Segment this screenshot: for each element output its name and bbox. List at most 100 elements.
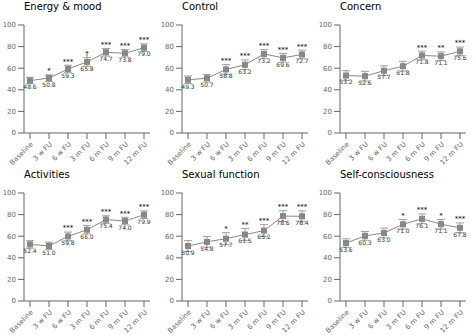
svg-text:0: 0 bbox=[170, 297, 174, 305]
svg-text:20: 20 bbox=[8, 108, 16, 116]
svg-text:79.9: 79.9 bbox=[137, 217, 151, 224]
svg-text:100: 100 bbox=[161, 21, 174, 29]
svg-text:72.7: 72.7 bbox=[295, 57, 309, 64]
svg-text:0: 0 bbox=[12, 297, 16, 305]
svg-text:67.8: 67.8 bbox=[453, 230, 466, 237]
svg-text:74.7: 74.7 bbox=[99, 55, 113, 62]
svg-text:**: ** bbox=[242, 221, 250, 229]
svg-text:20: 20 bbox=[8, 275, 16, 283]
svg-text:Baseline: Baseline bbox=[8, 140, 35, 167]
svg-text:100: 100 bbox=[161, 189, 174, 197]
svg-text:40: 40 bbox=[8, 86, 16, 94]
svg-text:49.3: 49.3 bbox=[181, 83, 195, 90]
svg-text:48.6: 48.6 bbox=[23, 83, 37, 90]
svg-text:74.0: 74.0 bbox=[118, 223, 132, 230]
svg-text:3 w FU: 3 w FU bbox=[189, 140, 211, 162]
svg-text:57.7: 57.7 bbox=[219, 241, 233, 248]
svg-text:***: *** bbox=[455, 39, 466, 47]
svg-text:Baseline: Baseline bbox=[166, 308, 193, 335]
svg-text:80: 80 bbox=[165, 211, 174, 219]
svg-text:78.4: 78.4 bbox=[295, 219, 309, 226]
svg-text:***: *** bbox=[297, 43, 308, 51]
svg-text:3 m FU: 3 m FU bbox=[69, 308, 92, 331]
svg-text:100: 100 bbox=[8, 21, 16, 29]
svg-text:63.2: 63.2 bbox=[238, 68, 252, 75]
svg-text:3 m FU: 3 m FU bbox=[385, 308, 408, 331]
svg-text:60: 60 bbox=[8, 232, 16, 240]
svg-text:3 w FU: 3 w FU bbox=[31, 140, 53, 162]
svg-text:20: 20 bbox=[165, 108, 174, 116]
svg-text:60: 60 bbox=[323, 232, 332, 240]
svg-text:*: * bbox=[224, 225, 228, 233]
svg-text:100: 100 bbox=[8, 189, 16, 197]
svg-text:71.1: 71.1 bbox=[434, 59, 448, 66]
svg-text:80: 80 bbox=[323, 211, 332, 219]
svg-text:12 m FU: 12 m FU bbox=[123, 308, 149, 334]
svg-text:78.6: 78.6 bbox=[276, 218, 290, 225]
svg-text:6 m FU: 6 m FU bbox=[88, 140, 111, 163]
svg-text:***: *** bbox=[417, 206, 428, 214]
svg-text:3 m FU: 3 m FU bbox=[227, 308, 250, 331]
svg-text:40: 40 bbox=[323, 254, 332, 262]
svg-text:12 m FU: 12 m FU bbox=[439, 140, 465, 166]
svg-text:3 m FU: 3 m FU bbox=[69, 140, 92, 163]
svg-text:0: 0 bbox=[328, 297, 332, 305]
svg-text:40: 40 bbox=[323, 86, 332, 94]
svg-text:***: *** bbox=[120, 42, 131, 50]
svg-text:69.6: 69.6 bbox=[276, 61, 290, 68]
svg-text:80: 80 bbox=[8, 43, 16, 51]
svg-text:60: 60 bbox=[165, 65, 174, 73]
svg-text:60: 60 bbox=[165, 232, 174, 240]
svg-text:50.9: 50.9 bbox=[181, 248, 195, 255]
svg-text:Baseline: Baseline bbox=[166, 140, 193, 167]
svg-text:3 m FU: 3 m FU bbox=[385, 140, 408, 163]
svg-text:***: *** bbox=[63, 58, 74, 66]
svg-text:79.0: 79.0 bbox=[137, 50, 151, 57]
svg-text:6 m FU: 6 m FU bbox=[88, 308, 111, 331]
svg-text:53.2: 53.2 bbox=[339, 78, 353, 85]
svg-text:***: *** bbox=[259, 42, 270, 50]
svg-text:60: 60 bbox=[8, 65, 16, 73]
svg-text:63.0: 63.0 bbox=[377, 235, 391, 242]
svg-text:***: *** bbox=[221, 57, 232, 65]
svg-text:75.6: 75.6 bbox=[453, 54, 466, 61]
svg-text:***: *** bbox=[417, 44, 428, 52]
svg-text:59.3: 59.3 bbox=[61, 72, 75, 79]
svg-text:*: * bbox=[47, 67, 51, 75]
svg-text:40: 40 bbox=[165, 86, 174, 94]
svg-text:***: *** bbox=[63, 224, 74, 232]
svg-text:50.8: 50.8 bbox=[42, 81, 56, 88]
svg-text:12 m FU: 12 m FU bbox=[439, 308, 465, 334]
svg-text:80: 80 bbox=[323, 43, 332, 51]
svg-text:20: 20 bbox=[165, 275, 174, 283]
svg-text:Baseline: Baseline bbox=[324, 308, 351, 335]
svg-text:0: 0 bbox=[328, 129, 332, 137]
svg-text:12 m FU: 12 m FU bbox=[281, 308, 307, 334]
svg-text:6 m FU: 6 m FU bbox=[246, 308, 269, 331]
svg-text:6 m FU: 6 m FU bbox=[246, 140, 269, 163]
svg-text:53.6: 53.6 bbox=[339, 245, 353, 252]
svg-text:3 w FU: 3 w FU bbox=[347, 308, 369, 330]
svg-text:3 m FU: 3 m FU bbox=[227, 140, 250, 163]
svg-text:**: ** bbox=[438, 44, 446, 52]
svg-text:52.4: 52.4 bbox=[23, 247, 37, 254]
svg-text:75.4: 75.4 bbox=[99, 222, 113, 229]
svg-text:6 m FU: 6 m FU bbox=[404, 140, 427, 163]
svg-text:3 w FU: 3 w FU bbox=[347, 140, 369, 162]
svg-text:0: 0 bbox=[12, 129, 16, 137]
svg-text:73.2: 73.2 bbox=[257, 57, 271, 64]
svg-text:0: 0 bbox=[170, 129, 174, 137]
svg-text:***: *** bbox=[259, 217, 270, 225]
svg-text:71.8: 71.8 bbox=[415, 58, 429, 65]
svg-text:59.8: 59.8 bbox=[61, 239, 75, 246]
svg-text:71.1: 71.1 bbox=[434, 227, 448, 234]
svg-text:*: * bbox=[439, 211, 443, 219]
svg-text:80: 80 bbox=[165, 43, 174, 51]
svg-text:58.8: 58.8 bbox=[219, 72, 233, 79]
svg-text:***: *** bbox=[82, 217, 93, 225]
svg-text:61.8: 61.8 bbox=[396, 69, 410, 76]
svg-text:20: 20 bbox=[323, 275, 332, 283]
svg-text:Baseline: Baseline bbox=[8, 308, 35, 335]
svg-text:73.8: 73.8 bbox=[118, 56, 132, 63]
svg-text:76.1: 76.1 bbox=[415, 221, 429, 228]
